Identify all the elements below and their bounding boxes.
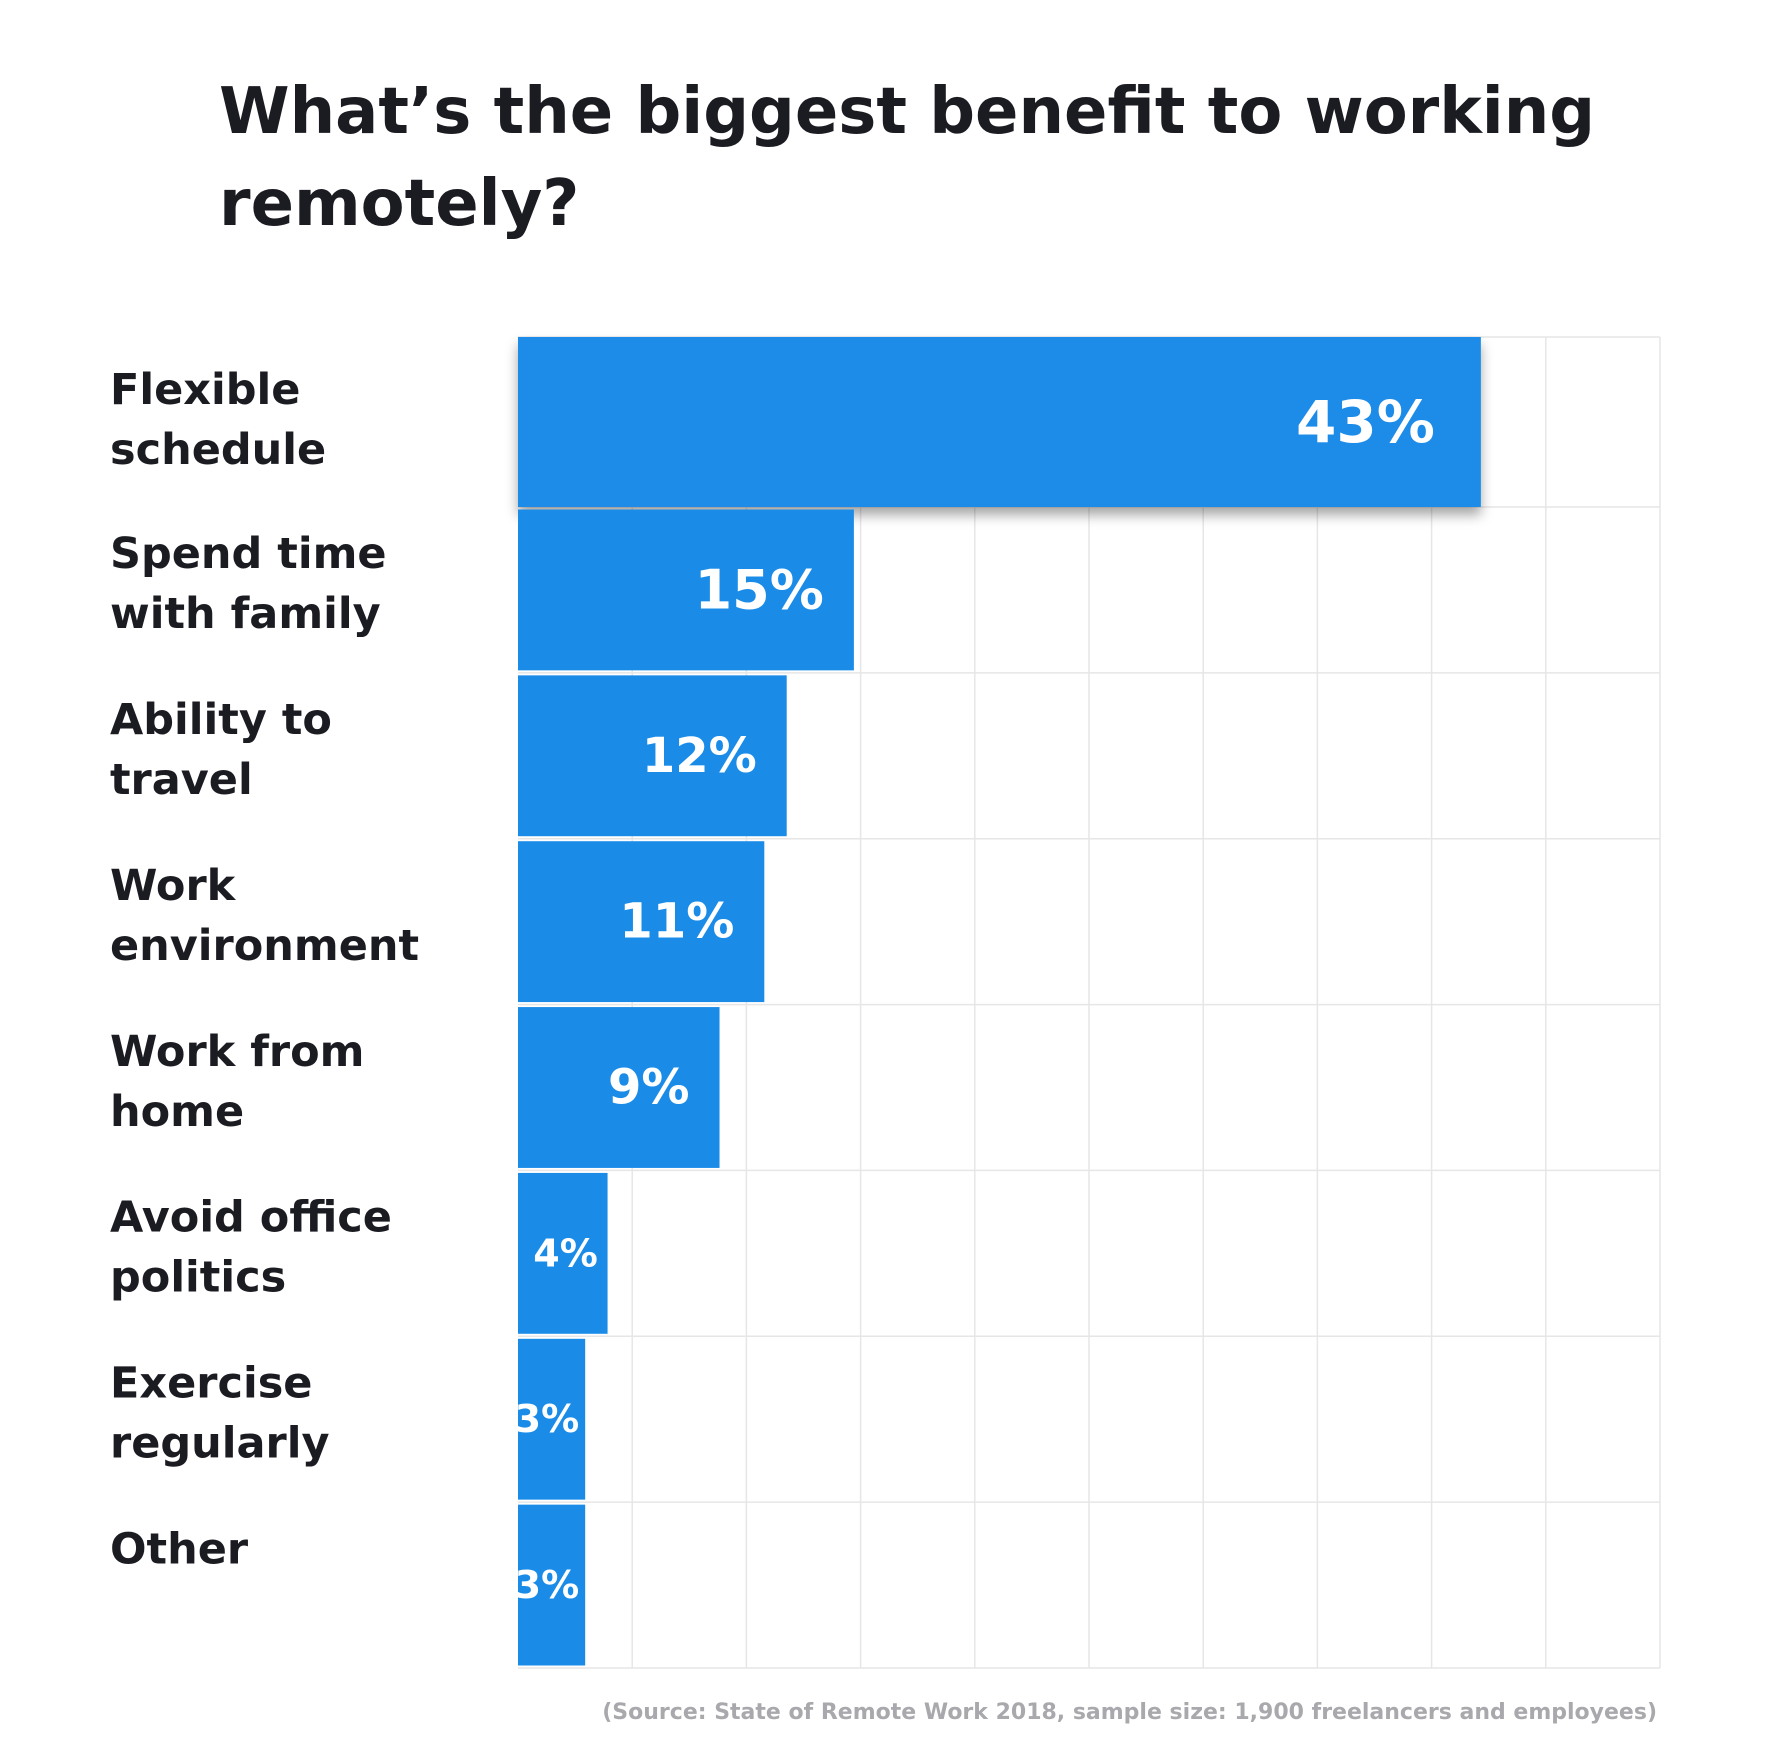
bars: 43% 15% 12% 11% 9% 4% 3% 3% (515, 337, 1481, 1666)
bar (518, 1172, 608, 1334)
category-label: environment (110, 921, 419, 971)
category-label: Exercise (110, 1358, 312, 1408)
bar-value-label: 4% (533, 1231, 598, 1275)
bar (518, 337, 1481, 507)
category-label: Work from (110, 1027, 364, 1077)
category-label: regularly (110, 1418, 330, 1468)
category-label: schedule (110, 425, 326, 475)
bar (518, 841, 765, 1003)
bar-value-label: 9% (608, 1060, 690, 1116)
bar-value-label: 43% (1296, 388, 1435, 456)
category-label: home (110, 1087, 244, 1137)
chart-title: What’s the biggest benefit to working re… (219, 75, 1596, 241)
bar (518, 675, 787, 837)
bar (518, 1338, 586, 1500)
category-labels: Flexible schedule Spend time with family Abi… (110, 365, 419, 1574)
category-label: Spend time (110, 529, 387, 579)
category-label: Flexible (110, 365, 300, 415)
category-label: Ability to (110, 695, 332, 745)
category-label: Avoid office (110, 1193, 392, 1243)
bar (518, 509, 854, 671)
category-label: Other (110, 1524, 249, 1574)
bar-value-label: 12% (642, 728, 757, 784)
category-label: with family (110, 589, 381, 639)
source-note: (Source: State of Remote Work 2018, samp… (602, 1700, 1657, 1725)
bar (518, 1007, 720, 1168)
bar-value-label: 3% (515, 1397, 580, 1441)
bar (518, 1504, 586, 1666)
bar-value-label: 15% (695, 558, 824, 621)
bar-value-label: 3% (515, 1563, 580, 1607)
category-label: politics (110, 1253, 286, 1303)
bar-value-label: 11% (619, 894, 734, 950)
category-label: travel (110, 755, 253, 805)
category-label: Work (110, 861, 237, 911)
